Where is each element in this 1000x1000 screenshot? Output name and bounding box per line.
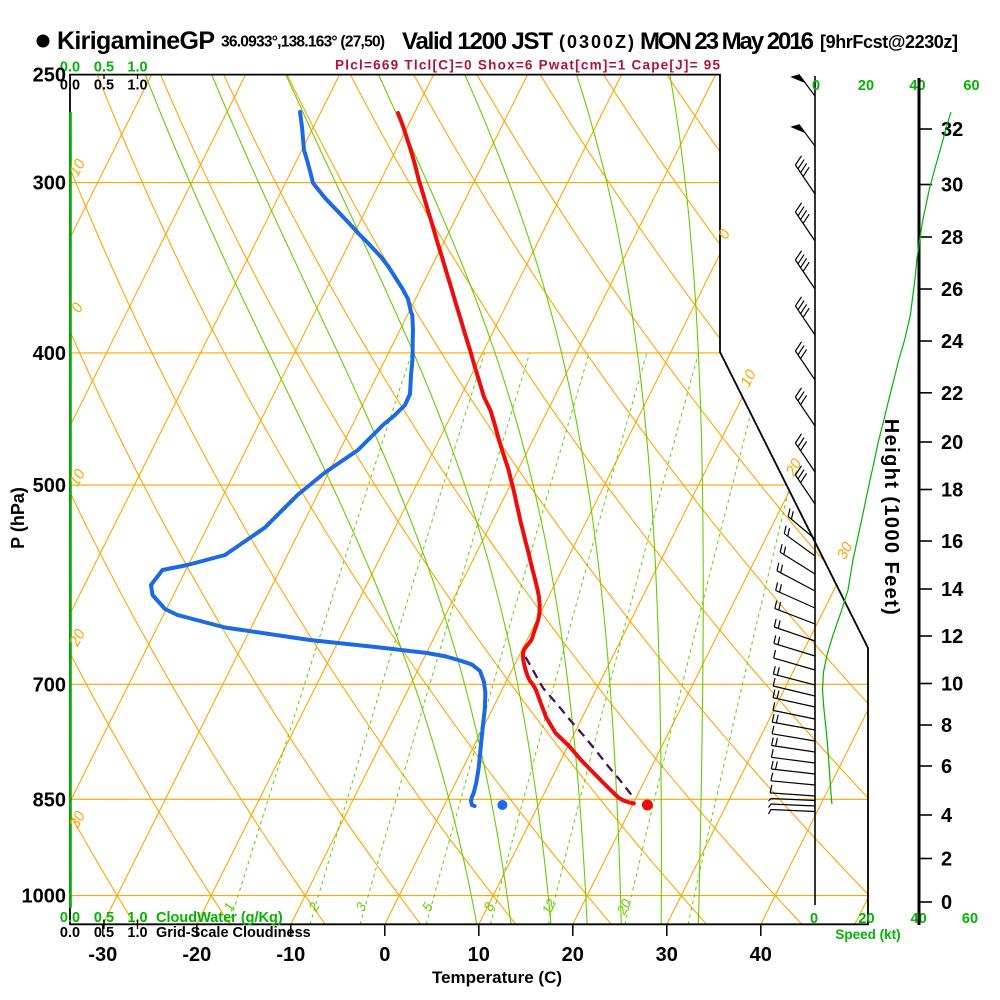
svg-text:10: 10	[66, 466, 89, 489]
svg-text:12: 12	[539, 896, 560, 917]
svg-text:16: 16	[941, 531, 963, 553]
svg-text:0.5: 0.5	[94, 925, 114, 941]
svg-text:0.0: 0.0	[60, 78, 80, 94]
svg-text:20: 20	[562, 944, 584, 966]
svg-text:12: 12	[941, 626, 963, 648]
svg-text:1.0: 1.0	[127, 78, 147, 94]
svg-text:2: 2	[941, 849, 952, 871]
svg-text:6: 6	[941, 756, 952, 778]
svg-text:-10: -10	[276, 944, 305, 966]
svg-text:0: 0	[941, 892, 952, 914]
svg-text:0.5: 0.5	[94, 78, 114, 94]
svg-text:1000: 1000	[22, 886, 67, 908]
svg-text:1.0: 1.0	[127, 910, 147, 926]
svg-text:-30: -30	[88, 944, 117, 966]
svg-text:500: 500	[33, 475, 66, 497]
svg-text:[9hrFcst@2230z]: [9hrFcst@2230z]	[820, 32, 958, 52]
svg-text:60: 60	[963, 78, 979, 94]
svg-text:300: 300	[33, 173, 66, 195]
svg-text:30: 30	[834, 539, 857, 562]
svg-text:1.0: 1.0	[127, 60, 147, 76]
svg-text:0.5: 0.5	[94, 910, 114, 926]
svg-text:Plcl=669 Tlcl[C]=0 Shox=6 Pwat: Plcl=669 Tlcl[C]=0 Shox=6 Pwat[cm]=1 Cap…	[335, 58, 720, 73]
svg-text:-20: -20	[182, 944, 211, 966]
svg-text:26: 26	[941, 279, 963, 301]
svg-text:Height (1000 Feet): Height (1000 Feet)	[880, 419, 902, 616]
svg-text:20: 20	[941, 432, 963, 454]
svg-text:1.0: 1.0	[127, 925, 147, 941]
svg-text:60: 60	[962, 911, 978, 927]
svg-text:10: 10	[737, 366, 760, 389]
svg-text:20: 20	[613, 896, 634, 918]
svg-text:30: 30	[66, 808, 89, 831]
svg-text:0.5: 0.5	[94, 60, 114, 76]
svg-text:CloudWater (g/Kg): CloudWater (g/Kg)	[156, 910, 283, 926]
svg-text:32: 32	[941, 119, 963, 141]
svg-text:22: 22	[941, 383, 963, 405]
svg-text:20: 20	[858, 911, 874, 927]
svg-text:P (hPa): P (hPa)	[8, 487, 28, 549]
svg-text:20: 20	[858, 78, 874, 94]
svg-text:(0300Z): (0300Z)	[559, 32, 634, 52]
svg-text:0: 0	[379, 944, 390, 966]
svg-text:MON 23 May 2016: MON 23 May 2016	[640, 28, 814, 55]
svg-text:Temperature (C): Temperature (C)	[432, 968, 562, 987]
svg-text:0.0: 0.0	[60, 925, 80, 941]
svg-text:850: 850	[33, 789, 66, 811]
svg-text:400: 400	[33, 343, 66, 365]
svg-text:40: 40	[750, 944, 772, 966]
svg-text:10: 10	[66, 156, 89, 179]
svg-text:20: 20	[66, 626, 90, 650]
svg-text:0: 0	[812, 78, 820, 94]
svg-text:0: 0	[810, 911, 818, 927]
svg-text:KirigamineGP: KirigamineGP	[57, 27, 215, 55]
svg-text:28: 28	[941, 227, 963, 249]
svg-text:30: 30	[941, 175, 963, 197]
svg-text:36.0933°,138.163° (27,50): 36.0933°,138.163° (27,50)	[221, 34, 385, 51]
svg-text:4: 4	[941, 805, 953, 827]
svg-text:10: 10	[468, 944, 490, 966]
svg-text:0.0: 0.0	[60, 60, 80, 76]
svg-text:10: 10	[941, 674, 963, 696]
svg-text:700: 700	[33, 674, 66, 696]
svg-text:250: 250	[33, 65, 66, 87]
svg-text:Grid-Scale Cloudiness: Grid-Scale Cloudiness	[156, 925, 311, 941]
svg-text:Speed (kt): Speed (kt)	[835, 927, 900, 942]
svg-text:20: 20	[782, 455, 806, 479]
svg-text:8: 8	[941, 715, 952, 737]
svg-text:14: 14	[941, 579, 964, 601]
svg-text:30: 30	[656, 944, 678, 966]
svg-text:Valid 1200 JST: Valid 1200 JST	[402, 28, 553, 55]
svg-text:18: 18	[941, 480, 963, 502]
svg-text:24: 24	[941, 331, 964, 353]
svg-text:0.0: 0.0	[60, 910, 80, 926]
